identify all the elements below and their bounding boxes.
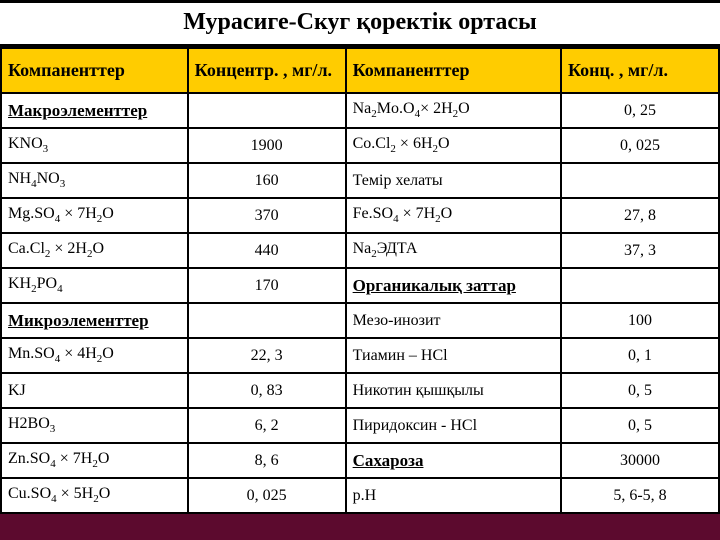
cell-component-left: KH2PO4 — [1, 268, 188, 303]
cell-component-left: H2BO3 — [1, 408, 188, 443]
table-row: KH2PO4170Органикалық заттар — [1, 268, 719, 303]
header-col3: Компаненттер — [346, 48, 561, 93]
cell-conc-left: 8, 6 — [188, 443, 346, 478]
cell-component-left: Ca.Cl2 × 2H2O — [1, 233, 188, 268]
cell-component-right: Пиридоксин - HCl — [346, 408, 561, 443]
cell-conc-right: 0, 1 — [561, 338, 719, 373]
cell-conc-right — [561, 163, 719, 198]
cell-component-right: Органикалық заттар — [346, 268, 561, 303]
table-row: NH4NO3160Темір хелаты — [1, 163, 719, 198]
composition-table: Компаненттер Концентр. , мг/л. Компанент… — [0, 47, 720, 514]
cell-component-right: Сахароза — [346, 443, 561, 478]
cell-component-right: Na2Mo.O4× 2H2O — [346, 93, 561, 128]
header-col2: Концентр. , мг/л. — [188, 48, 346, 93]
cell-conc-right: 37, 3 — [561, 233, 719, 268]
cell-conc-left: 1900 — [188, 128, 346, 163]
cell-conc-left — [188, 303, 346, 338]
cell-component-right: p.H — [346, 478, 561, 513]
table-row: H2BO36, 2Пиридоксин - HCl0, 5 — [1, 408, 719, 443]
header-col4: Конц. , мг/л. — [561, 48, 719, 93]
cell-conc-right: 30000 — [561, 443, 719, 478]
cell-conc-left: 370 — [188, 198, 346, 233]
cell-component-left: Zn.SO4 × 7H2O — [1, 443, 188, 478]
cell-conc-left: 6, 2 — [188, 408, 346, 443]
cell-component-right: Никотин қышқылы — [346, 373, 561, 408]
cell-conc-left — [188, 93, 346, 128]
cell-conc-right: 0, 025 — [561, 128, 719, 163]
cell-component-right: Fe.SO4 × 7H2O — [346, 198, 561, 233]
page-title: Мурасиге-Скуг қоректік ортасы — [0, 0, 720, 47]
cell-conc-right: 0, 5 — [561, 408, 719, 443]
table-row: Zn.SO4 × 7H2O8, 6Сахароза30000 — [1, 443, 719, 478]
table-body: МакроэлементтерNa2Mo.O4× 2H2O0, 25KNO319… — [1, 93, 719, 513]
cell-component-left: Mg.SO4 × 7H2O — [1, 198, 188, 233]
cell-conc-right: 27, 8 — [561, 198, 719, 233]
cell-conc-right: 0, 25 — [561, 93, 719, 128]
cell-conc-right: 0, 5 — [561, 373, 719, 408]
cell-component-left: Микроэлементтер — [1, 303, 188, 338]
cell-component-right: Темір хелаты — [346, 163, 561, 198]
cell-component-right: Мезо-инозит — [346, 303, 561, 338]
table-header-row: Компаненттер Концентр. , мг/л. Компанент… — [1, 48, 719, 93]
cell-component-left: Макроэлементтер — [1, 93, 188, 128]
cell-component-left: NH4NO3 — [1, 163, 188, 198]
cell-component-left: KJ — [1, 373, 188, 408]
table-row: Mg.SO4 × 7H2O370Fe.SO4 × 7H2O27, 8 — [1, 198, 719, 233]
cell-conc-left: 22, 3 — [188, 338, 346, 373]
table-row: Cu.SO4 × 5H2O0, 025p.H5, 6-5, 8 — [1, 478, 719, 513]
cell-component-left: Cu.SO4 × 5H2O — [1, 478, 188, 513]
cell-component-right: Co.Cl2 × 6H2O — [346, 128, 561, 163]
cell-conc-right — [561, 268, 719, 303]
header-col1: Компаненттер — [1, 48, 188, 93]
cell-component-right: Тиамин – HCl — [346, 338, 561, 373]
cell-conc-left: 170 — [188, 268, 346, 303]
cell-component-left: Mn.SO4 × 4H2O — [1, 338, 188, 373]
table-row: Mn.SO4 × 4H2O22, 3Тиамин – HCl0, 1 — [1, 338, 719, 373]
cell-conc-right: 5, 6-5, 8 — [561, 478, 719, 513]
cell-component-left: KNO3 — [1, 128, 188, 163]
table-row: Ca.Cl2 × 2H2O440Na2ЭДТА37, 3 — [1, 233, 719, 268]
table-row: Макроэлементтер Na2Mo.O4× 2H2O0, 25 — [1, 93, 719, 128]
table-row: Микроэлементтер Мезо-инозит100 — [1, 303, 719, 338]
cell-conc-left: 0, 83 — [188, 373, 346, 408]
cell-conc-left: 0, 025 — [188, 478, 346, 513]
table-row: KNO31900Co.Cl2 × 6H2O0, 025 — [1, 128, 719, 163]
cell-conc-right: 100 — [561, 303, 719, 338]
table-row: KJ0, 83Никотин қышқылы0, 5 — [1, 373, 719, 408]
cell-conc-left: 440 — [188, 233, 346, 268]
cell-component-right: Na2ЭДТА — [346, 233, 561, 268]
cell-conc-left: 160 — [188, 163, 346, 198]
